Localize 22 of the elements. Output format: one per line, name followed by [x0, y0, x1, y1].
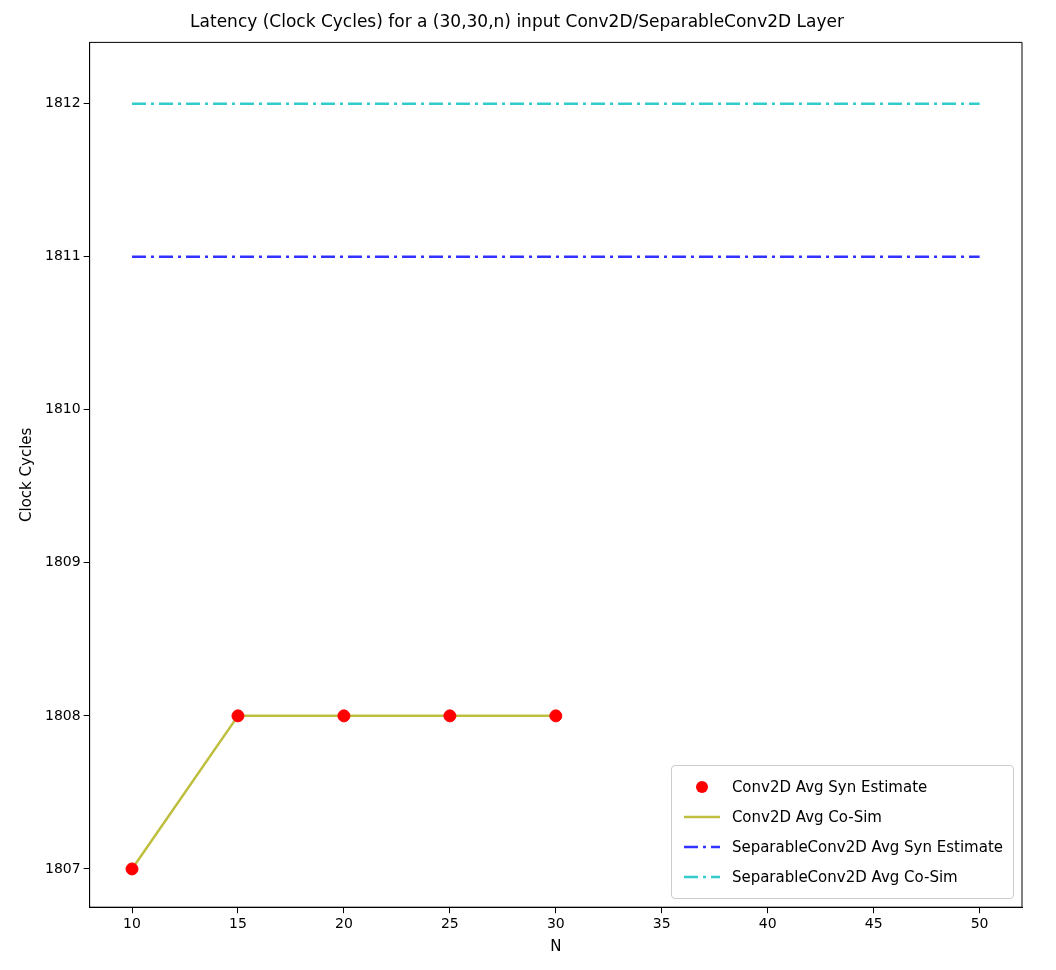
x-tick-label: 40	[758, 915, 777, 932]
chart-title: Latency (Clock Cycles) for a (30,30,n) input Conv2D/SeparableConv2D Layer	[190, 10, 844, 31]
legend-label: Conv2D Avg Syn Estimate	[731, 777, 928, 799]
legend-label: SeparableConv2D Avg Syn Estimate	[731, 837, 1003, 859]
y-tick-label: 1807	[44, 859, 81, 876]
y-tick-label: 1809	[44, 553, 81, 570]
x-axis-title: N	[550, 936, 562, 955]
x-tick-label: 30	[546, 915, 565, 932]
x-tick-label: 10	[123, 915, 141, 932]
y-tick-label: 1808	[44, 706, 81, 723]
x-tick-label: 45	[864, 915, 883, 932]
x-tick-label: 20	[335, 915, 353, 932]
legend-label: Conv2D Avg Co-Sim	[731, 807, 882, 829]
x-tick-label: 50	[970, 915, 989, 932]
y-tick-label: 1812	[44, 94, 81, 111]
x-tick-label: 15	[229, 915, 247, 932]
legend-label: SeparableConv2D Avg Co-Sim	[731, 867, 958, 889]
y-tick-label: 1811	[44, 247, 81, 264]
y-axis-title: Clock Cycles	[16, 427, 35, 522]
x-tick-label: 25	[440, 915, 459, 932]
x-tick-label: 35	[652, 915, 671, 932]
y-tick-label: 1810	[44, 400, 81, 417]
